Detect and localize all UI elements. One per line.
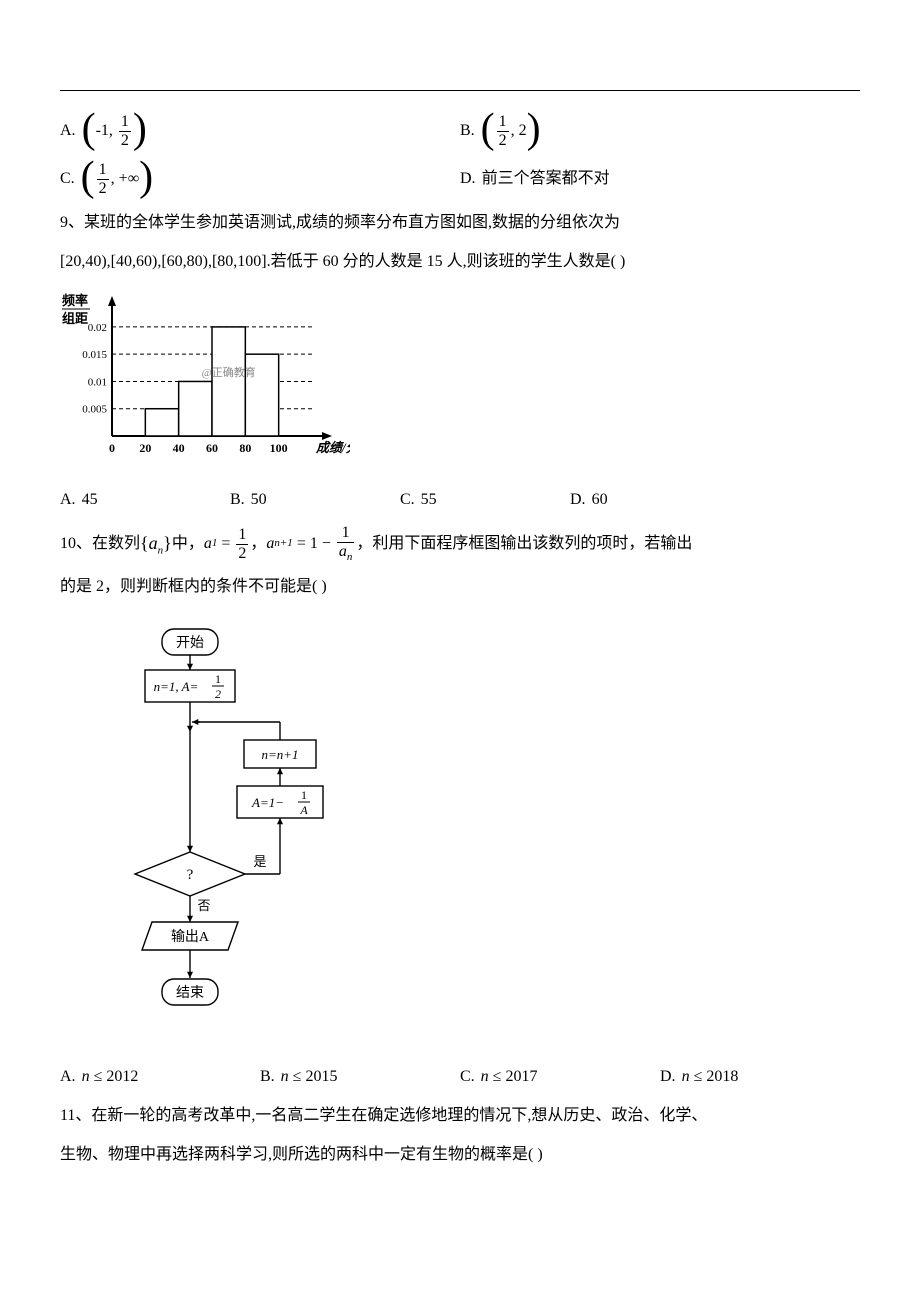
q8-D-text: 前三个答案都不对 [482,165,610,194]
q8-options-row1: A. ( -1 , 1 2 ) B. ( 1 2 , 2 ) [60,111,860,151]
q8-C-interval: ( 1 2 , +∞ ) [81,159,153,199]
q10-an1: an+1 = 1 − 1an [266,525,356,563]
svg-text:0.01: 0.01 [88,376,107,388]
svg-text:频率: 频率 [62,293,88,308]
q8-option-C: C. ( 1 2 , +∞ ) [60,159,460,199]
q8-B-interval: ( 1 2 , 2 ) [481,111,541,151]
svg-text:A=1−: A=1− [251,795,284,810]
svg-text:0.015: 0.015 [82,349,107,361]
q10-options: A. n ≤ 2012 B. n ≤ 2015 C. n ≤ 2017 D. n… [60,1063,860,1092]
q9-option-C: C.55 [400,486,570,515]
q9-option-B: B.50 [230,486,400,515]
q11-text2: 生物、物理中再选择两科学习,则所选的两科中一定有生物的概率是( ) [60,1146,543,1163]
svg-text:开始: 开始 [176,635,204,651]
q8-A-label: A. [60,117,76,146]
q10-num: 10、 [60,530,92,559]
q9-text2: [20,40),[40,60),[60,80),[80,100].若低于 60 … [60,253,625,270]
svg-text:100: 100 [270,441,288,455]
q8-C-right: +∞ [119,165,139,194]
q8-option-B: B. ( 1 2 , 2 ) [460,111,860,151]
q11-num: 11、 [60,1107,91,1124]
q8-option-A: A. ( -1 , 1 2 ) [60,111,460,151]
histogram-svg: 频率组距 0.005 0.01 0.015 0.02 0 20 40 60 80 100 成绩/分 @正… [60,291,350,466]
q9-text1: 某班的全体学生参加英语测试,成绩的频率分布直方图如图,数据的分组依次为 [84,214,620,231]
q9-num: 9、 [60,214,84,231]
q10-line1: 10、 在数列 {an} 中， a1 = 12 ， an+1 = 1 − 1an… [60,525,860,563]
q11-text1: 在新一轮的高考改革中,一名高二学生在确定选修地理的情况下,想从历史、政治、化学、 [91,1107,707,1124]
q10-option-D: D. n ≤ 2018 [660,1063,860,1092]
svg-text:是: 是 [253,854,266,869]
flowchart-svg: 开始n=1, A=12?是A=1−1An=n+1否输出A结束 [120,622,340,1032]
q10-text-d: 的是 2，则判断框内的条件不可能是( ) [60,578,327,595]
svg-text:结束: 结束 [176,985,204,1001]
svg-text:?: ? [187,867,194,883]
svg-text:n=1, A=: n=1, A= [154,679,199,694]
q8-A-left: -1 [96,117,109,146]
q8-C-left-frac: 1 2 [97,162,109,197]
svg-text:组距: 组距 [62,311,88,326]
svg-text:0.005: 0.005 [82,403,107,415]
svg-text:80: 80 [239,441,251,455]
q9-line1: 9、某班的全体学生参加英语测试,成绩的频率分布直方图如图,数据的分组依次为 [60,209,860,238]
q10-flowchart: 开始n=1, A=12?是A=1−1An=n+1否输出A结束 [120,622,860,1043]
q10-text-c: 利用下面程序框图输出该数列的项时，若输出 [372,530,692,559]
svg-text:A: A [299,803,308,817]
q9-option-D: D.60 [570,486,740,515]
q10-option-B: B. n ≤ 2015 [260,1063,460,1092]
svg-text:1: 1 [301,788,307,802]
q9-options: A.45 B.50 C.55 D.60 [60,486,860,515]
svg-text:1: 1 [215,672,221,686]
q8-B-left-frac: 1 2 [497,114,509,149]
q8-B-label: B. [460,117,475,146]
q8-option-D: D. 前三个答案都不对 [460,159,860,199]
q9-line2: [20,40),[40,60),[60,80),[80,100].若低于 60 … [60,248,860,277]
q11-line1: 11、在新一轮的高考改革中,一名高二学生在确定选修地理的情况下,想从历史、政治、… [60,1102,860,1131]
svg-text:否: 否 [197,898,210,913]
q8-D-label: D. [460,165,476,194]
q10-option-A: A. n ≤ 2012 [60,1063,260,1092]
svg-text:40: 40 [173,441,185,455]
q8-A-interval: ( -1 , 1 2 ) [82,111,147,151]
svg-text:成绩/分: 成绩/分 [315,440,350,455]
svg-text:@正确教育: @正确教育 [202,365,256,379]
svg-text:60: 60 [206,441,218,455]
q8-A-right-frac: 1 2 [119,114,131,149]
svg-text:输出A: 输出A [171,929,210,945]
q10-seq: {an} [140,527,172,561]
svg-text:0: 0 [109,441,115,455]
q8-C-label: C. [60,165,75,194]
q10-line2: 的是 2，则判断框内的条件不可能是( ) [60,573,860,602]
svg-text:2: 2 [215,687,221,701]
q8-options-row2: C. ( 1 2 , +∞ ) D. 前三个答案都不对 [60,159,860,199]
q10-a1: a1 = 12 [204,527,251,562]
svg-text:0.02: 0.02 [88,322,107,334]
q9-option-A: A.45 [60,486,230,515]
q9-histogram: 频率组距 0.005 0.01 0.015 0.02 0 20 40 60 80 100 成绩/分 @正… [60,291,860,477]
q8-B-right: 2 [519,117,527,146]
q10-text-b: 中， [172,530,204,559]
svg-text:n=n+1: n=n+1 [261,747,298,762]
q10-option-C: C. n ≤ 2017 [460,1063,660,1092]
svg-text:20: 20 [139,441,151,455]
q11-line2: 生物、物理中再选择两科学习,则所选的两科中一定有生物的概率是( ) [60,1141,860,1170]
top-rule [60,90,860,91]
q10-text-a: 在数列 [92,530,140,559]
